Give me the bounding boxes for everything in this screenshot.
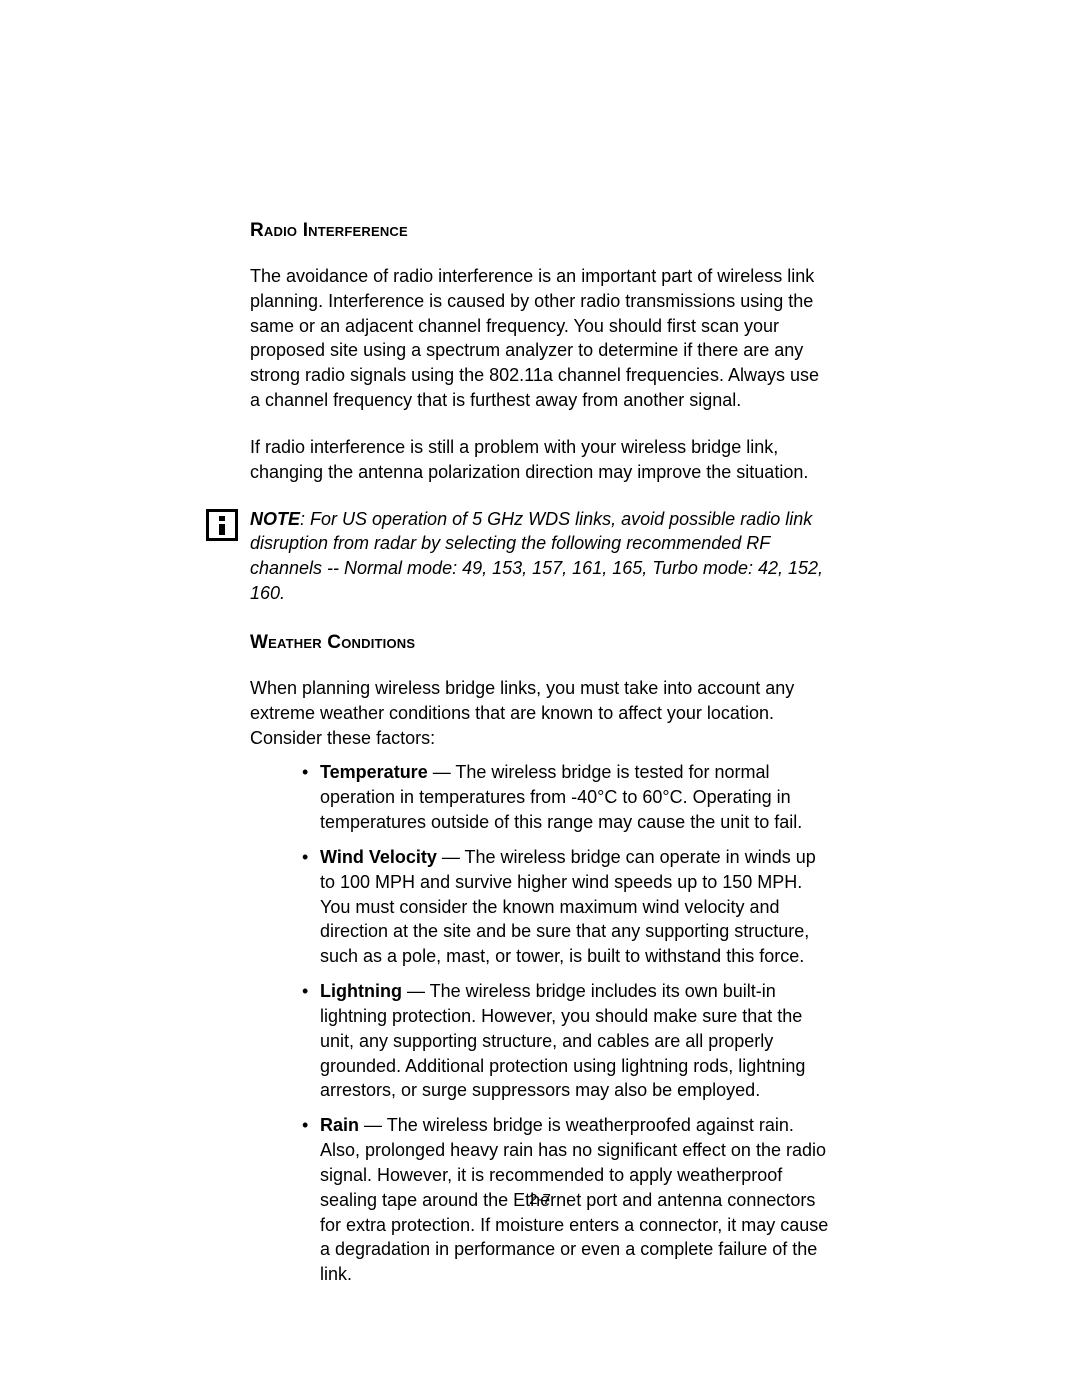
bullet-term: Wind Velocity (320, 847, 437, 867)
note-body: : For US operation of 5 GHz WDS links, a… (250, 509, 823, 603)
heading-weather-conditions: Weather Conditions (250, 632, 830, 654)
list-item: Lightning — The wireless bridge includes… (302, 979, 830, 1103)
page-number: 2-7 (0, 1191, 1080, 1208)
paragraph: If radio interference is still a problem… (250, 435, 830, 485)
paragraph: When planning wireless bridge links, you… (250, 676, 830, 750)
info-icon (206, 509, 238, 546)
content-column: Radio Interference The avoidance of radi… (250, 220, 830, 1297)
bullet-term: Lightning (320, 981, 402, 1001)
paragraph: The avoidance of radio interference is a… (250, 264, 830, 413)
bullet-term: Rain (320, 1115, 359, 1135)
list-item: Wind Velocity — The wireless bridge can … (302, 845, 830, 969)
list-item: Temperature — The wireless bridge is tes… (302, 760, 830, 834)
bullet-term: Temperature (320, 762, 428, 782)
heading-radio-interference: Radio Interference (250, 220, 830, 242)
bullet-list: Temperature — The wireless bridge is tes… (250, 760, 830, 1287)
note-label: NOTE (250, 509, 300, 529)
note-block: NOTE: For US operation of 5 GHz WDS link… (250, 507, 830, 606)
document-page: Radio Interference The avoidance of radi… (0, 0, 1080, 1397)
note-text: NOTE: For US operation of 5 GHz WDS link… (250, 507, 830, 606)
